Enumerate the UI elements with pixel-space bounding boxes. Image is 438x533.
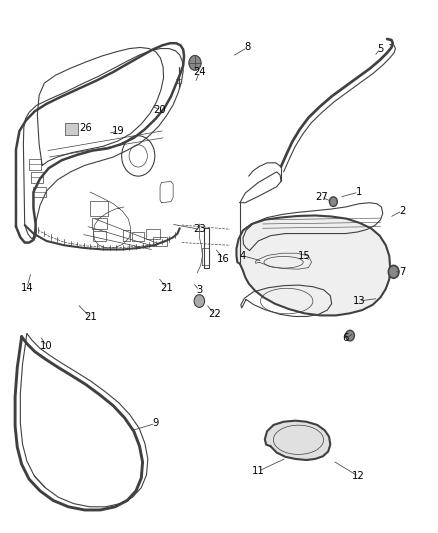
- Text: 12: 12: [352, 472, 365, 481]
- Text: 4: 4: [240, 251, 246, 261]
- Text: 27: 27: [315, 192, 328, 203]
- Bar: [123, 230, 130, 241]
- Text: 5: 5: [378, 44, 384, 53]
- Circle shape: [346, 330, 354, 341]
- Bar: [33, 187, 46, 197]
- Text: 10: 10: [40, 341, 53, 351]
- Bar: [31, 172, 43, 182]
- Text: 1: 1: [356, 187, 362, 197]
- Text: 7: 7: [399, 267, 406, 277]
- Polygon shape: [265, 421, 330, 460]
- Polygon shape: [237, 215, 390, 316]
- Text: 15: 15: [298, 251, 311, 261]
- Bar: [132, 232, 144, 241]
- Bar: [93, 231, 106, 241]
- Text: 6: 6: [343, 333, 349, 343]
- Text: 21: 21: [84, 312, 96, 322]
- Bar: [92, 217, 107, 229]
- Text: 24: 24: [193, 68, 206, 77]
- Bar: [90, 201, 108, 216]
- Text: 21: 21: [160, 283, 173, 293]
- Text: 19: 19: [112, 126, 125, 136]
- Circle shape: [194, 295, 205, 308]
- Bar: [152, 237, 166, 246]
- Bar: [65, 123, 78, 135]
- Text: 14: 14: [21, 283, 33, 293]
- Bar: [146, 229, 160, 239]
- Text: 26: 26: [79, 123, 92, 133]
- Bar: [29, 159, 41, 169]
- Text: 2: 2: [399, 206, 406, 216]
- Text: 9: 9: [152, 418, 159, 429]
- Circle shape: [189, 55, 201, 70]
- Text: 3: 3: [196, 286, 202, 295]
- Circle shape: [329, 197, 337, 206]
- Text: 20: 20: [154, 104, 166, 115]
- Text: 22: 22: [208, 309, 221, 319]
- Text: 13: 13: [353, 296, 365, 306]
- Text: 16: 16: [217, 254, 230, 263]
- Text: 8: 8: [244, 43, 251, 52]
- Text: 23: 23: [193, 224, 206, 235]
- Circle shape: [389, 265, 399, 278]
- Text: 11: 11: [252, 466, 265, 476]
